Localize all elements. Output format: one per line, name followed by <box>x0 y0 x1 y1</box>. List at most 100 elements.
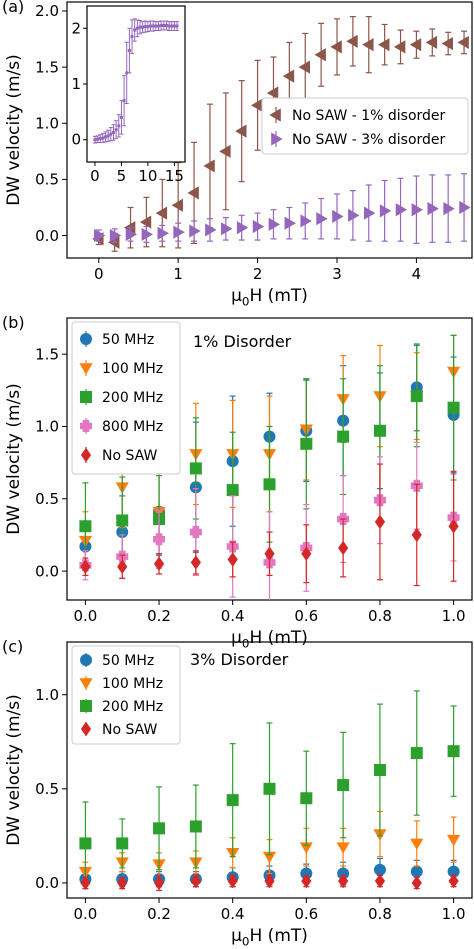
data-point <box>448 519 459 534</box>
legend-marker <box>80 420 92 432</box>
data-point <box>157 226 169 240</box>
inset-data-point <box>130 35 134 39</box>
data-point <box>227 873 238 889</box>
x-tick-label: 0.8 <box>368 607 392 625</box>
data-point <box>362 38 374 52</box>
data-point <box>314 48 326 62</box>
inset-data-point <box>151 24 155 28</box>
data-point <box>109 228 122 243</box>
x-tick-label: 1 <box>173 265 183 283</box>
data-point <box>348 208 360 222</box>
y-tick-label: 0.5 <box>35 780 59 798</box>
legend-label: No SAW - 3% disorder <box>292 132 446 148</box>
data-point <box>116 514 129 527</box>
legend-marker <box>79 678 93 690</box>
inset-data-point <box>111 130 115 134</box>
data-point <box>155 206 168 220</box>
data-point <box>173 225 185 239</box>
data-point <box>316 212 328 226</box>
data-point <box>300 437 313 450</box>
data-point <box>264 546 275 561</box>
y-axis-label: DW velocity (m/s) <box>4 694 24 846</box>
inset-x-tick-label: 5 <box>117 167 127 185</box>
data-point <box>226 484 239 497</box>
legend-marker <box>79 363 93 375</box>
data-point <box>153 822 166 835</box>
panel-2: 0.0 0.2 0.4 0.6 0.8 1.0 0.0 0.5 1.0 μ0H (mT) DW ve… <box>2 637 473 948</box>
data-point <box>427 201 439 216</box>
data-point <box>459 200 471 215</box>
inset-data-point <box>122 99 126 103</box>
x-tick-label: 0.6 <box>294 607 318 625</box>
data-point <box>409 38 422 52</box>
data-point <box>171 198 183 212</box>
data-point <box>189 820 202 833</box>
data-point <box>282 69 295 83</box>
inset-data-point <box>109 132 113 136</box>
data-point <box>117 875 128 891</box>
legend-box <box>71 321 181 475</box>
data-point <box>189 526 202 539</box>
y-tick-label: 0.5 <box>35 490 59 508</box>
axes-frame <box>66 641 473 899</box>
legend-label: No SAW <box>102 448 157 464</box>
data-point <box>411 875 422 891</box>
inset-data-point <box>135 26 139 30</box>
inset-data-point <box>114 128 118 132</box>
inset-data-point <box>93 138 97 142</box>
data-point <box>263 478 276 491</box>
inset-y-tick-label: 1 <box>71 75 81 93</box>
data-point <box>363 206 376 220</box>
data-point <box>153 533 166 546</box>
legend-marker <box>80 700 92 712</box>
inset-y-tick-label: 2 <box>71 19 81 37</box>
data-point <box>153 875 165 891</box>
inset-data-point <box>170 24 174 28</box>
x-tick-label: 0.8 <box>368 905 392 923</box>
x-axis-label: μ0H (mT) <box>231 628 308 650</box>
panel-title: 3% Disorder <box>190 650 289 669</box>
data-point <box>373 764 386 776</box>
data-point <box>447 745 460 758</box>
y-tick-label: 1.0 <box>35 115 59 133</box>
inset-series-0 <box>92 18 180 144</box>
inset-data-point <box>157 24 161 28</box>
data-point <box>373 424 386 437</box>
data-point <box>93 228 106 243</box>
panel-label: (a) <box>2 0 24 16</box>
data-point <box>116 837 129 850</box>
data-point <box>393 40 406 54</box>
data-point <box>262 851 277 864</box>
panel-0: 0 1 2 3 4 0.0 0.5 1.0 1.5 2.0 μ0H (mT) DW velocity … <box>2 0 473 308</box>
panel-label: (c) <box>2 637 23 656</box>
data-layer <box>92 15 471 252</box>
data-point <box>125 227 138 242</box>
data-point <box>410 747 423 760</box>
x-tick-label: 0 <box>94 265 104 283</box>
inset-data-point <box>162 24 166 27</box>
data-point <box>378 38 390 52</box>
data-point <box>300 792 313 805</box>
legend-label: 200 MHz <box>102 699 163 715</box>
inset-data-point <box>141 25 145 29</box>
data-point <box>410 390 423 403</box>
data-point <box>300 867 313 880</box>
inset-data-point <box>125 71 129 75</box>
data-point <box>203 159 215 173</box>
legend-label: 50 MHz <box>102 653 154 669</box>
data-point <box>425 35 438 50</box>
data-point <box>236 221 249 235</box>
data-point <box>373 863 386 876</box>
series-2 <box>79 334 460 571</box>
data-point <box>410 838 424 851</box>
inset-data-point <box>96 137 100 141</box>
inset-data-point <box>127 49 131 53</box>
x-tick-label: 3 <box>332 265 342 283</box>
inset-data-point <box>117 124 121 128</box>
data-point <box>443 201 455 216</box>
series-1 <box>93 173 471 245</box>
legend-label: 100 MHz <box>102 361 163 377</box>
axes-frame <box>66 1 473 259</box>
